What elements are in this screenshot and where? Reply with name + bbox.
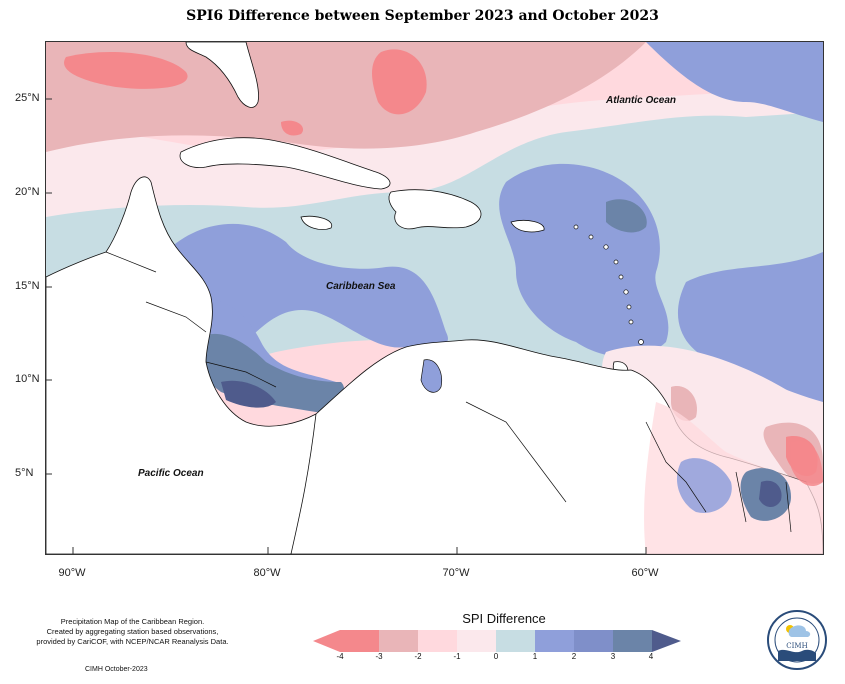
credit-date: CIMH October-2023 (85, 666, 148, 673)
spi-zone-negative-bahamas (372, 49, 427, 115)
legend-colorbar (313, 630, 681, 652)
spi-zone-positive-lesser-antilles (606, 199, 647, 233)
legend-swatch-zero (496, 630, 535, 652)
hispaniola-landmass (388, 189, 482, 230)
spi-map: Atlantic Ocean Caribbean Sea Pacific Oce… (45, 41, 824, 555)
caribbean-sea-label: Caribbean Sea (326, 281, 396, 292)
map-credits: Precipitation Map of the Caribbean Regio… (10, 617, 255, 647)
legend-swatch-pos1 (535, 630, 574, 652)
axis-ticks (46, 98, 647, 554)
spi-zone-positive-guyana (676, 458, 732, 513)
lat-tick-20n: 20°N (15, 186, 40, 198)
legend-label-neg1: -1 (453, 652, 461, 661)
spi-zone-positive-atlantic-north (646, 42, 823, 122)
credit-line-1: Precipitation Map of the Caribbean Regio… (60, 617, 205, 626)
cloud-icon (788, 625, 811, 637)
legend-label-neg3: -3 (375, 652, 383, 661)
legend-swatch-neg2 (418, 630, 457, 652)
spi-map-canvas (46, 42, 823, 554)
logo-text: CIMH (786, 642, 807, 650)
color-legend (313, 630, 683, 656)
legend-label-pos4: 4 (648, 652, 654, 661)
spi-zone-positive-atlantic-south (677, 252, 823, 402)
legend-label-zero: 0 (493, 652, 499, 661)
jamaica-landmass (300, 215, 333, 230)
puerto-rico-landmass (510, 220, 545, 233)
lon-tick-80w: 80°W (253, 567, 281, 579)
cimh-logo: CIMH (766, 609, 828, 671)
cimh-logo-graphic: CIMH (767, 610, 827, 670)
spi-zone-negative-north (46, 42, 646, 152)
credit-line-3: provided by CariCOF, with NCEP/NCAR Rean… (36, 637, 229, 646)
lat-tick-25n: 25°N (15, 92, 40, 104)
lat-tick-15n: 15°N (15, 280, 40, 292)
spi-zone-negative-gulf (64, 52, 188, 89)
cuba-landmass (179, 137, 391, 190)
lat-tick-5n: 5°N (15, 467, 34, 479)
legend-swatch-pos2 (574, 630, 613, 652)
legend-arrow-positive (652, 630, 681, 652)
legend-swatch-neg4 (340, 630, 379, 652)
legend-label-pos2: 2 (571, 652, 577, 661)
spi-zone-positive-suriname-core (759, 480, 782, 508)
spi-zone-negative-french-guiana (791, 441, 823, 487)
legend-label-neg2: -2 (414, 652, 422, 661)
spi-zone-positive-very-strong (221, 380, 276, 408)
lon-tick-90w: 90°W (58, 567, 86, 579)
florida-landmass (185, 42, 259, 108)
lon-tick-60w: 60°W (631, 567, 659, 579)
legend-swatch-neg1 (457, 630, 496, 652)
legend-label-pos3: 3 (610, 652, 616, 661)
legend-arrow-negative (313, 630, 340, 652)
spi-zone-negative-venezuela (671, 386, 697, 422)
wave-icon (778, 649, 816, 661)
lake-maracaibo (420, 359, 442, 393)
country-borders (105, 251, 792, 533)
lat-tick-10n: 10°N (15, 373, 40, 385)
lesser-antilles-islands (573, 224, 644, 345)
map-title: SPI6 Difference between September 2023 a… (186, 8, 659, 24)
legend-swatch-neg3 (379, 630, 418, 652)
lon-tick-70w: 70°W (442, 567, 470, 579)
spi-zone-negative-cuba (281, 120, 304, 136)
legend-swatch-pos3 (613, 630, 652, 652)
legend-title: SPI Difference (462, 611, 546, 626)
legend-label-neg4: -4 (336, 652, 344, 661)
legend-label-pos1: 1 (532, 652, 538, 661)
credit-line-2: Created by aggregating station based obs… (46, 627, 219, 636)
pacific-ocean-label: Pacific Ocean (138, 468, 204, 479)
atlantic-ocean-label: Atlantic Ocean (606, 95, 677, 106)
